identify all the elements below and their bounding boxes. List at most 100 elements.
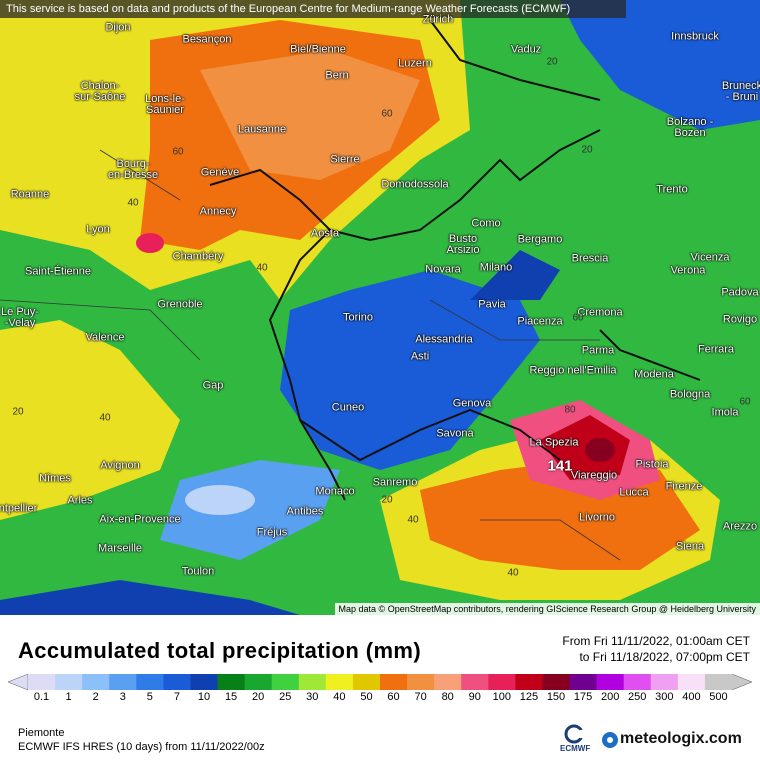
precipitation-map: This service is based on data and produc… [0,0,760,615]
city-label: Saint-Étienne [24,265,92,278]
city-label: Reggio nell'Emilia [529,364,617,377]
contour-label: 40 [256,262,268,274]
contour-label: 60 [739,396,751,408]
scale-swatch [190,674,219,690]
scale-label: 2 [93,691,99,700]
city-label: Cuneo [331,401,365,414]
city-label: Aosta [310,227,340,240]
scale-swatch [677,674,706,690]
contour-label: 40 [99,412,111,424]
data-notice: This service is based on data and produc… [0,0,626,18]
brand-name: meteologix.com [620,730,742,747]
scale-swatch [217,674,246,690]
city-label: Alessandria [415,333,473,346]
scale-label: 25 [279,691,291,700]
city-label: Sierre [330,153,360,166]
city-label: Ferrara [697,343,735,356]
city-label: Lausanne [237,123,287,136]
scale-swatch [704,674,733,690]
scale-swatch [325,674,354,690]
city-label: Modena [634,368,674,381]
city-label: Torino [343,311,373,324]
city-label: La Spezia [529,436,579,449]
scale-label: 10 [198,691,210,700]
scale-swatch [623,674,652,690]
scale-arrow-right [731,673,753,691]
city-label: Zürich [422,13,454,26]
city-label: Annecy [199,205,237,218]
scale-swatch [82,674,110,690]
scale-label: 0.1 [34,691,49,700]
region-name: Piemonte [18,727,65,739]
city-label: Lyon [86,223,110,236]
scale-swatch [136,674,164,690]
city-label: Arles [67,494,93,507]
scale-swatch [380,674,408,690]
city-label: Aix-en-Provence [99,513,181,526]
scale-label: 90 [469,691,481,700]
scale-swatch [163,674,191,690]
contour-label: 60 [172,146,184,158]
city-label: Dijon [105,21,131,34]
city-label: Arezzo [722,520,758,533]
scale-label: 3 [120,691,126,700]
contour-label: 20 [546,56,558,68]
scale-label: 40 [333,691,345,700]
city-label: Vaduz [510,43,542,56]
map-shading [0,0,760,615]
scale-label: 5 [147,691,153,700]
scale-label: 200 [601,691,619,700]
city-label: Rovigo [722,313,758,326]
scale-swatch [488,674,516,690]
scale-swatch [515,674,543,690]
city-label: Livorno [578,511,616,524]
city-label: Lons-le- Saunier [145,93,185,116]
ecmwf-icon [564,724,584,744]
city-label: Biel/Bienne [290,43,346,56]
scale-label: 100 [493,691,511,700]
scale-label: 300 [655,691,673,700]
color-scale: 0.1 1 2 3 5 7 10 15 20 25 30 40 50 60 70 80 90 100 125 150 1… [7,673,753,700]
scale-label: 150 [547,691,565,700]
scale-swatch [244,674,273,690]
period-from: From Fri 11/11/2022, 01:00am CET [562,634,750,648]
city-label: Cremona [577,306,623,319]
model-run: ECMWF IFS HRES (10 days) from 11/11/2022… [18,741,265,753]
city-label: Imola [711,406,739,419]
contour-label: 60 [572,312,584,324]
scale-arrow-left [7,673,29,691]
city-label: Antibes [286,505,324,518]
city-label: Besançon [182,33,232,46]
city-label: Grenoble [157,298,203,311]
scale-swatch [55,674,83,690]
contour-label: 40 [507,567,519,579]
scale-label: 400 [682,691,700,700]
city-label: Gap [202,379,224,392]
scale-swatch [298,674,327,690]
city-label: Brescia [571,252,609,265]
scale-swatch [407,674,435,690]
scale-label: 175 [574,691,592,700]
scale-swatch [434,674,462,690]
city-label: Novara [425,263,461,276]
scale-label: 20 [252,691,264,700]
scale-swatch [461,674,489,690]
city-label: Piacenza [517,315,563,328]
city-label: Parma [581,344,615,357]
city-label: Savona [436,427,474,440]
contour-label: 20 [581,144,593,156]
peak-label: 141 [547,457,573,475]
city-label: Padova [721,286,759,299]
city-label: Verona [670,264,706,277]
city-label: Roanne [10,188,50,201]
contour-label: 60 [381,108,393,120]
city-label: ntpellier [0,502,38,515]
city-label: Valence [85,331,125,344]
city-label: Bolzano - Bozen [666,116,714,139]
city-label: Nîmes [39,472,71,485]
brand-icon [602,732,618,748]
city-label: Luzern [398,57,432,70]
scale-label: 70 [414,691,426,700]
city-label: Como [471,217,501,230]
